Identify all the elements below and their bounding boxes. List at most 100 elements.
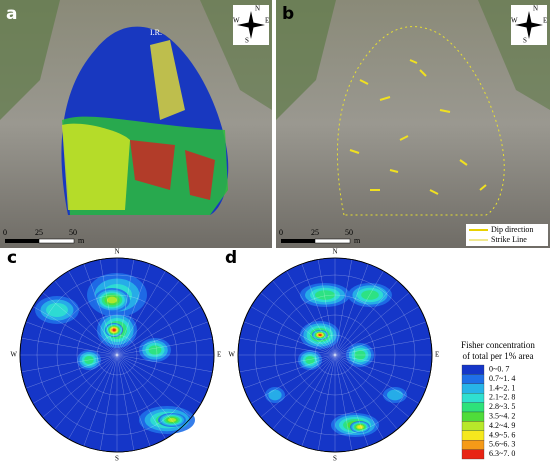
colorbar-label: 5.6~6. 3 (489, 440, 515, 449)
compass-dir: E (543, 17, 547, 25)
panel-label: b (282, 4, 294, 24)
rock-face-map (150, 40, 185, 120)
stereonet: c N E S W (7, 248, 221, 463)
colorbar-label: 0~0. 7 (489, 365, 509, 374)
compass-dir: W (511, 17, 518, 25)
direction-label: N (114, 248, 119, 256)
rock-face-map (185, 150, 215, 200)
net-grid (56, 294, 178, 416)
density-contour (148, 345, 162, 355)
direction-label: S (115, 455, 119, 463)
colorbar-label: 4.9~5. 6 (489, 430, 515, 439)
scale-bar (314, 238, 351, 244)
density-contour (387, 389, 403, 401)
scale-bar (5, 239, 39, 243)
direction-label: S (333, 455, 337, 463)
scale-unit: m (78, 236, 85, 245)
scale-bar (281, 239, 315, 243)
panel-label: d (225, 248, 237, 268)
panel-label: a (6, 4, 17, 24)
density-contour (268, 389, 282, 401)
colorbar-swatch (461, 393, 485, 403)
net-grid (239, 338, 431, 372)
legend-label: Dip direction (491, 225, 533, 234)
colorbar-swatch (461, 440, 485, 450)
scale-label: 0 (279, 228, 283, 237)
net-grid (294, 314, 376, 396)
direction-label: E (435, 351, 439, 359)
colorbar-swatch (461, 383, 485, 394)
density-contour (112, 328, 116, 332)
rock-face-map (130, 140, 175, 190)
compass-dir: N (533, 5, 538, 13)
compass-rose (515, 11, 543, 39)
stereonet: d N E S W (225, 248, 439, 463)
colorbar-swatch (461, 364, 485, 375)
net-grid (254, 274, 416, 436)
net-grid (274, 294, 396, 416)
density-contour (46, 303, 68, 317)
scale-label: 25 (35, 228, 43, 237)
colorbar-swatch (461, 430, 485, 441)
compass-dir: S (523, 37, 527, 45)
panel-a: a I.R. N E S W 0 25 50 m (0, 0, 272, 248)
panel-label: c (7, 248, 17, 268)
colorbar-label: 0.7~1. 4 (489, 374, 515, 383)
colorbar: Fisher concentration of total per 1% are… (461, 340, 535, 460)
compass-dir: S (245, 37, 249, 45)
scale-label: 0 (3, 228, 7, 237)
density-contour (361, 290, 379, 300)
compass-dir: W (233, 17, 240, 25)
colorbar-swatch (461, 411, 485, 422)
panel-b: b N E S W 0 25 50 m Dip direction Strike… (276, 0, 550, 248)
density-contour (106, 296, 118, 304)
net-grid (76, 314, 158, 396)
legend-label: Strike Line (491, 235, 527, 244)
direction-label: E (217, 351, 221, 359)
scale-label: 50 (69, 228, 77, 237)
rock-face-map (62, 123, 130, 210)
compass: N E S W (233, 5, 269, 45)
colorbar-label: 3.5~4. 2 (489, 412, 515, 421)
colorbar-label: 2.1~2. 8 (489, 393, 515, 402)
compass: N E S W (511, 5, 547, 45)
colorbar-swatch (461, 421, 485, 431)
traces (349, 59, 487, 195)
density-contour (305, 356, 315, 364)
colorbar-title: Fisher concentration (461, 340, 535, 350)
colorbar-label: 2.8~3. 5 (489, 402, 515, 411)
density-contour (357, 425, 363, 429)
net-grid (314, 334, 356, 376)
direction-label: W (10, 351, 17, 359)
direction-label: N (332, 248, 337, 256)
colorbar-title: of total per 1% area (463, 351, 534, 361)
compass-rose (237, 11, 265, 39)
scale-bar (38, 238, 75, 244)
net-outline (237, 257, 433, 453)
colorbar-label: 4.2~4. 9 (489, 421, 515, 430)
net-outline (19, 257, 215, 453)
scale-label: 25 (311, 228, 319, 237)
net-grid (36, 274, 198, 436)
scale-unit: m (354, 236, 361, 245)
colorbar-swatch (461, 449, 485, 460)
vegetation (0, 0, 60, 120)
colorbar-label: 1.4~2. 1 (489, 383, 515, 392)
stereonets: c N E S Wd N E S W (7, 248, 439, 463)
density-contour (168, 418, 176, 422)
scale-label: 50 (345, 228, 353, 237)
density-contour (318, 334, 322, 336)
annotation: I.R. (150, 28, 162, 37)
compass-dir: E (265, 17, 269, 25)
colorbar-label: 6.3~7. 0 (489, 449, 515, 458)
traces (337, 26, 505, 216)
colorbar-swatch (461, 374, 485, 384)
direction-label: W (228, 351, 235, 359)
density-contour (315, 290, 335, 300)
vegetation (276, 0, 336, 120)
compass-dir: N (255, 5, 260, 13)
colorbar-swatch (461, 402, 485, 413)
net-grid (96, 334, 138, 376)
net-grid (21, 338, 213, 372)
